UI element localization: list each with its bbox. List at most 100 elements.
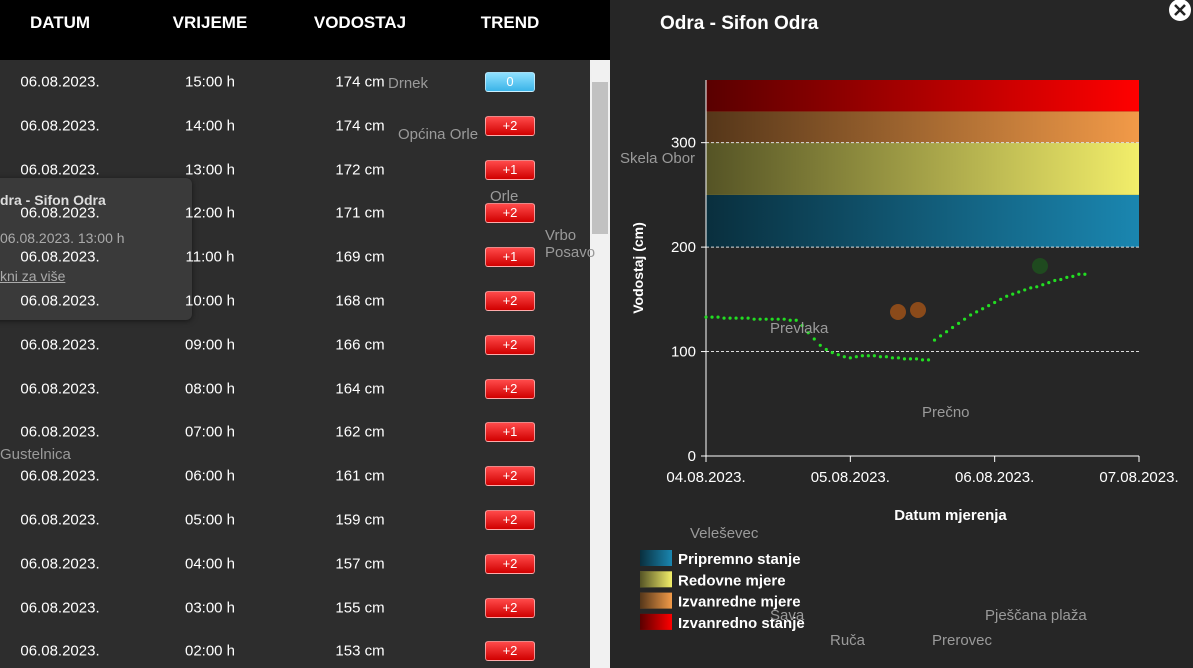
data-point (872, 354, 876, 358)
table-cell: 164 cm (335, 380, 385, 398)
data-point (908, 357, 913, 361)
data-point (1083, 272, 1087, 276)
trend-badge: +2 (485, 641, 535, 662)
data-point (758, 317, 762, 321)
table-cell: 166 cm (335, 336, 385, 354)
table-cell: 174 cm (335, 117, 385, 135)
data-point (734, 316, 738, 320)
data-point (1023, 288, 1027, 292)
table-cell: 06.08.2023. (20, 467, 100, 485)
map-label: Veleševec (690, 525, 759, 542)
map-label: Ruča (830, 632, 866, 649)
data-point (896, 356, 901, 360)
data-point (975, 310, 979, 314)
data-point (999, 297, 1003, 301)
table-cell: 06:00 h (184, 467, 236, 485)
table-cell: 06.08.2023. (20, 117, 100, 135)
legend-swatch-shade (640, 550, 672, 566)
table-cell: 157 cm (335, 555, 385, 573)
data-point (1053, 278, 1057, 283)
trend-badge: +2 (485, 291, 535, 311)
trend-badge: +1 (485, 422, 535, 443)
table-cell: 12:00 h (184, 204, 236, 222)
trend-badge: +1 (485, 159, 535, 180)
x-axis-label: Datum mjerenja (894, 507, 1007, 524)
table-cell: 10:00 h (184, 292, 236, 310)
scrollbar-thumb[interactable] (592, 82, 608, 234)
map-label: Skela Obor (620, 150, 696, 167)
column-header: VRIJEME (172, 13, 248, 32)
close-button[interactable] (1168, 0, 1193, 25)
data-point (1077, 272, 1081, 276)
data-point (993, 300, 997, 305)
data-point (1071, 274, 1075, 278)
table-cell: 02:00 h (184, 642, 236, 660)
legend-label: Redovne mjere (678, 572, 786, 589)
data-point (722, 316, 726, 320)
table-cell: 13:00 h (184, 161, 236, 179)
table-header: DATUM VRIJEME VODOSTAJ TREND (0, 0, 610, 60)
table-cell: 06.08.2023. (20, 204, 100, 222)
table-cell: 169 cm (335, 248, 385, 266)
table-cell: 06.08.2023. (20, 292, 100, 310)
map-label: Prečno (922, 404, 970, 421)
y-tick-label: 0 (688, 448, 696, 465)
data-point (866, 354, 870, 358)
data-point (1059, 277, 1063, 282)
table-cell: 161 cm (335, 467, 385, 485)
data-point (902, 357, 907, 361)
data-point (938, 334, 943, 338)
data-point (752, 317, 756, 321)
data-point (926, 358, 931, 362)
data-point (800, 323, 804, 328)
data-point (932, 338, 937, 342)
legend-swatch-shade (640, 592, 672, 609)
map-label: Drnek (388, 75, 429, 92)
table-cell: 04:00 h (184, 555, 236, 573)
popup-text: 06.08.2023. 13:00 h (0, 230, 125, 246)
band-shade (706, 111, 1139, 143)
data-point (812, 337, 816, 341)
data-point (1005, 294, 1009, 298)
data-point (1047, 281, 1051, 285)
legend-swatch-shade (640, 613, 672, 630)
table-cell: 06.08.2023. (20, 248, 100, 266)
legend-label: Izvanredno stanje (678, 615, 805, 632)
data-point (962, 317, 967, 321)
data-point (884, 355, 889, 359)
table-cell: 171 cm (335, 204, 385, 222)
legend-label: Izvanredne mjere (678, 594, 801, 611)
data-point (788, 318, 792, 322)
data-point (1017, 290, 1021, 294)
table-cell: 07:00 h (184, 423, 236, 441)
map-label: Vrbo Posavo (545, 227, 596, 261)
map-label: Orle (490, 188, 519, 205)
y-tick-label: 300 (671, 135, 696, 152)
data-point (710, 315, 714, 319)
table-cell: 06.08.2023. (20, 73, 100, 91)
trend-badge: +2 (485, 597, 535, 618)
table-cell: 06.08.2023. (20, 380, 100, 398)
table-cell: 06.08.2023. (20, 511, 100, 529)
data-point (1035, 285, 1039, 289)
data-point (770, 317, 774, 321)
table-cell: 06.08.2023. (20, 599, 100, 617)
legend-swatch-shade (640, 571, 672, 588)
popup-text: dra - Sifon Odra (0, 192, 106, 208)
data-point (728, 316, 732, 320)
trend-badge: +2 (485, 203, 535, 224)
data-point (818, 343, 822, 347)
chart-title: Odra - Sifon Odra (660, 13, 819, 34)
y-tick-label: 200 (671, 239, 696, 256)
map-label: Prevlaka (770, 320, 829, 337)
data-point (776, 317, 780, 321)
table-cell: 11:00 h (185, 248, 235, 266)
data-point (914, 357, 919, 361)
map-popup: dra - Sifon Odra 06.08.2023. 13:00 h kni z… (0, 178, 192, 320)
data-point (920, 358, 925, 362)
trend-badge: +2 (485, 466, 535, 487)
data-point (740, 316, 744, 320)
map-marker (1032, 258, 1048, 274)
